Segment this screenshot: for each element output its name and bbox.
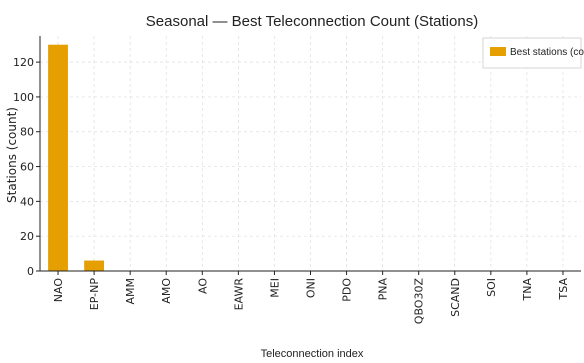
x-tick-label: QBO30Z: [413, 278, 426, 325]
grid: [40, 36, 581, 272]
chart-title: Seasonal — Best Teleconnection Count (St…: [146, 13, 478, 30]
x-tick-label: PNA: [377, 278, 390, 301]
x-axis-label: Teleconnection index: [261, 348, 364, 360]
y-ticks: 0 20 40 60 80 100 120: [13, 56, 40, 278]
x-tick-label: EAWR: [232, 278, 245, 311]
x-tick-label: AO: [196, 278, 209, 294]
x-ticks: NAO EP-NP AMM AMO AO EAWR MEI ONI PDO PNA QBO30Z SC…: [52, 271, 570, 324]
y-tick-label: 40: [20, 195, 34, 208]
legend-label: Best stations (count): [510, 47, 584, 58]
x-tick-label: AMM: [124, 278, 137, 305]
bar-nao: [48, 44, 68, 271]
x-tick-label: NAO: [52, 278, 65, 303]
bar-ep-np: [84, 260, 105, 271]
x-tick-label: ONI: [305, 278, 318, 298]
x-tick-label: SCAND: [449, 278, 462, 317]
bars: [48, 44, 105, 271]
legend-swatch: [490, 47, 506, 56]
x-tick-label: EP-NP: [88, 278, 101, 311]
x-tick-label: TSA: [557, 278, 570, 301]
x-tick-label: PDO: [341, 278, 354, 302]
y-tick-label: 0: [27, 265, 34, 278]
y-tick-label: 60: [20, 161, 34, 174]
y-tick-label: 20: [20, 230, 34, 243]
x-tick-label: AMO: [160, 278, 173, 304]
legend: Best stations (count): [482, 37, 584, 69]
y-axis-label: Stations (count): [5, 107, 19, 203]
x-tick-label: TNA: [521, 278, 534, 302]
y-tick-label: 120: [13, 56, 34, 69]
y-tick-label: 80: [20, 126, 34, 139]
x-tick-label: SOI: [485, 278, 498, 297]
x-tick-label: MEI: [268, 278, 281, 298]
y-tick-label: 100: [13, 91, 34, 104]
